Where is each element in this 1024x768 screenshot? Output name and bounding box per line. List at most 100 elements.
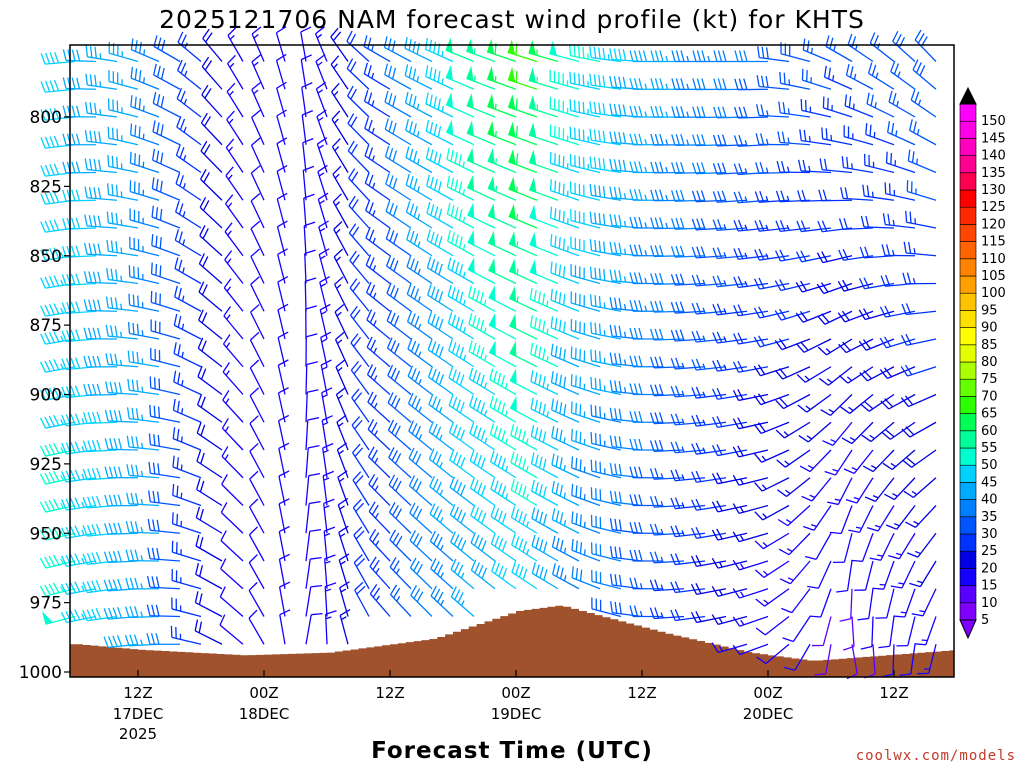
wind-barb — [450, 531, 475, 562]
wind-barb — [838, 338, 874, 354]
wind-barb — [108, 70, 139, 90]
colorbar-label: 50 — [981, 458, 998, 473]
colorbar-label: 35 — [981, 510, 998, 525]
wind-barb — [528, 94, 559, 118]
wind-barb — [223, 278, 244, 312]
wind-barb — [331, 110, 349, 146]
wind-barb — [511, 533, 538, 562]
x-tick-label: 12Z — [879, 684, 908, 702]
colorbar-swatch — [959, 447, 977, 466]
wind-barb — [129, 208, 160, 229]
wind-barb — [848, 505, 874, 533]
wind-barb — [127, 350, 160, 368]
wind-barb — [589, 266, 622, 285]
wind-barb — [103, 550, 139, 564]
colorbar-swatch — [959, 464, 977, 483]
wind-barb — [84, 186, 118, 201]
y-tick-label: 825 — [30, 177, 62, 197]
x-axis: 12Z 17DEC 2025 00Z 18DEC 12Z 00Z 19DEC 12Z 00Z 20D… — [113, 670, 909, 743]
wind-barb — [386, 282, 412, 312]
wind-barb — [353, 526, 370, 562]
wind-barb — [732, 531, 769, 543]
wind-barb — [220, 530, 244, 562]
wind-barb — [388, 447, 412, 479]
colorbar-swatch — [959, 206, 977, 225]
wind-barb — [822, 96, 853, 118]
wind-barb — [468, 285, 496, 312]
wind-barb — [366, 309, 391, 340]
wind-barb — [909, 560, 937, 588]
wind-barb — [366, 336, 391, 368]
wind-barb — [857, 588, 874, 621]
wind-barb — [823, 65, 853, 90]
wind-barb — [322, 442, 334, 478]
wind-barb — [914, 616, 937, 646]
wind-barb — [147, 547, 181, 562]
wind-barb — [570, 428, 601, 451]
wind-barb — [754, 504, 790, 521]
wind-barb — [466, 120, 496, 146]
wind-barb — [589, 101, 622, 118]
wind-barb — [331, 138, 349, 173]
wind-barb — [711, 586, 748, 597]
wind-barb — [321, 415, 333, 451]
wind-barb — [334, 303, 349, 340]
wind-barb — [85, 45, 118, 63]
wind-barb — [905, 210, 937, 229]
wind-barb — [107, 126, 139, 146]
wind-barb — [753, 364, 790, 377]
wind-barb — [152, 148, 181, 174]
wind-barb — [754, 560, 790, 578]
wind-barb — [487, 148, 517, 174]
wind-barb — [845, 63, 874, 90]
x-tick-label: 00Z — [753, 684, 782, 702]
wind-barb — [387, 392, 412, 423]
colorbar-swatch — [959, 602, 977, 621]
wind-barb — [797, 393, 832, 413]
wind-barb — [405, 201, 433, 229]
wind-barb — [316, 109, 328, 145]
wind-barb — [470, 504, 496, 534]
wind-barb — [670, 525, 706, 538]
wind-barb — [711, 444, 748, 457]
wind-barb — [175, 200, 202, 229]
wind-barb — [778, 101, 811, 118]
wind-barb — [890, 60, 916, 90]
x-tick-date: 18DEC — [239, 705, 290, 723]
wind-barb — [170, 625, 202, 645]
wind-barb — [529, 204, 559, 229]
wind-barb — [336, 442, 349, 478]
wind-barb — [249, 415, 265, 451]
wind-barb — [429, 503, 454, 534]
colorbar-top-arrow — [959, 86, 977, 105]
wind-barb — [366, 364, 391, 395]
wind-barb — [590, 514, 622, 534]
wind-barb — [385, 200, 412, 229]
wind-barb — [173, 342, 202, 368]
wind-barb — [82, 439, 118, 453]
wind-barb — [352, 471, 370, 506]
y-tick-label: 975 — [30, 594, 62, 614]
wind-barb — [352, 498, 370, 534]
wind-barb — [712, 331, 748, 344]
x-tick-year: 2025 — [119, 725, 157, 743]
colorbar-swatch — [959, 361, 977, 380]
wind-barb — [467, 229, 496, 257]
wind-barb — [445, 119, 475, 146]
wind-barb — [571, 511, 601, 534]
wind-barb — [448, 394, 475, 423]
wind-barb — [386, 337, 412, 368]
wind-barb — [149, 376, 181, 396]
wind-barb — [221, 418, 244, 451]
wind-barb — [124, 634, 160, 647]
wind-barb — [426, 174, 454, 201]
wind-barb — [909, 119, 937, 146]
wind-barb — [570, 291, 601, 312]
wind-barb — [570, 209, 601, 229]
colorbar-swatch — [959, 138, 977, 156]
wind-barb — [774, 366, 811, 380]
wind-barb — [510, 478, 538, 507]
wind-barb — [809, 588, 832, 618]
wind-barb — [447, 230, 475, 257]
wind-barb — [129, 151, 160, 174]
